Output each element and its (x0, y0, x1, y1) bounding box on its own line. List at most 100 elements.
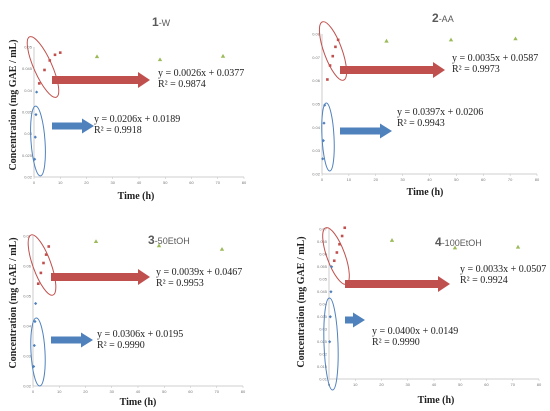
late-data-point (513, 36, 518, 41)
x-tick-label: 50 (163, 180, 168, 185)
y-tick-label: 0.07 (312, 55, 321, 60)
y-tick-label: 0.055 (317, 264, 328, 269)
y-tick-label: 0.025 (317, 339, 328, 344)
x-tick-label: 20 (83, 389, 88, 394)
x-tick-label: 30 (111, 180, 116, 185)
initial-data-point (328, 315, 332, 319)
early-data-point (332, 259, 336, 263)
late-data-point (219, 247, 225, 251)
initial-region-ellipse (321, 102, 335, 172)
y-tick-label: 0.065 (317, 239, 328, 244)
x-tick-label: 10 (58, 180, 63, 185)
initial-data-point (329, 290, 333, 294)
initial-data-point (32, 364, 36, 369)
x-tick-label: 20 (374, 177, 379, 182)
late-data-point (389, 238, 395, 242)
early-data-point (39, 271, 43, 275)
x-axis-label: Time (h) (120, 397, 157, 408)
initial-region-ellipse (30, 317, 46, 387)
x-tick-label: 70 (216, 180, 221, 185)
x-axis-label: Time (h) (118, 191, 155, 202)
chart-title-number: 1 (152, 15, 159, 29)
late-data-point (220, 53, 226, 58)
late-data-point (156, 243, 162, 248)
x-tick-label: 70 (508, 177, 513, 182)
y-tick-label: 0.06 (319, 252, 328, 257)
early-data-point (334, 45, 337, 49)
initial-data-point (33, 135, 37, 139)
y-tick-label: 0.04 (24, 88, 33, 93)
early-data-point (340, 234, 344, 238)
early-region-ellipse (27, 234, 57, 296)
early-data-point (58, 51, 62, 54)
chart-title: 3-50EtOH (148, 233, 190, 247)
y-tick-label: 0.025 (22, 153, 33, 158)
initial-data-point (34, 113, 38, 117)
early-fit-arrow (345, 276, 450, 292)
initial-data-point (34, 301, 38, 306)
early-data-point (326, 78, 329, 81)
chart-title-suffix: -50EtOH (155, 236, 190, 246)
y-tick-label: 0.03 (312, 148, 321, 153)
chart-panel-1: 0 10 20 30 40 50 60 70 80 0.02 0.025 0.03 0.035 0.04 0… (8, 15, 247, 202)
x-tick-label: 20 (379, 382, 384, 387)
initial-region-ellipse (323, 297, 339, 391)
initial-data-point (323, 103, 327, 107)
early-data-point (336, 38, 340, 42)
initial-fit-arrow (51, 332, 93, 348)
x-tick-label: 60 (188, 389, 193, 394)
initial-fit-arrow (345, 312, 365, 328)
initial-fit-equation: y = 0.0206x + 0.0189 (94, 114, 180, 125)
early-data-point (42, 261, 45, 265)
y-tick-label: 0.02 (24, 175, 33, 180)
y-tick-label: 0.07 (23, 234, 32, 239)
early-fit-equation: y = 0.0035x + 0.0587 (452, 53, 538, 64)
early-data-point (48, 59, 52, 62)
y-tick-label: 0.045 (317, 289, 328, 294)
early-data-point (36, 282, 40, 285)
late-data-point (384, 38, 389, 43)
early-region-ellipse (318, 21, 348, 81)
x-tick-label: 80 (535, 177, 540, 182)
y-tick-label: 0.05 (24, 45, 33, 50)
initial-fit-arrow (340, 123, 392, 139)
y-tick-label: 0.05 (312, 102, 321, 107)
x-axis-label: Time (h) (407, 187, 444, 198)
y-tick-label: 0.01 (319, 377, 328, 382)
early-fit-r2: R² = 0.9953 (156, 278, 204, 289)
x-tick-label: 80 (242, 180, 247, 185)
x-axis-label: Time (h) (418, 395, 455, 406)
early-region-ellipse (26, 36, 60, 98)
early-data-point (37, 82, 41, 85)
chart-title-suffix: -100EtOH (442, 238, 482, 248)
y-tick-label: 0.03 (23, 354, 32, 359)
y-tick-label: 0.04 (312, 125, 321, 130)
y-tick-label: 0.07 (319, 227, 328, 232)
y-tick-label: 0.02 (23, 384, 32, 389)
early-fit-r2: R² = 0.9874 (158, 79, 206, 90)
early-fit-r2: R² = 0.9924 (460, 275, 508, 286)
x-tick-label: 70 (215, 389, 220, 394)
y-tick-label: 0.03 (24, 131, 33, 136)
x-tick-label: 20 (84, 180, 89, 185)
y-tick-label: 0.015 (317, 364, 328, 369)
x-tick-label: 0 (321, 177, 324, 182)
initial-data-point (328, 340, 332, 344)
x-tick-label: 0 (32, 389, 35, 394)
x-tick-label: 50 (454, 177, 459, 182)
x-tick-label: 10 (57, 389, 62, 394)
early-data-point (328, 64, 332, 67)
late-data-point (448, 37, 454, 42)
y-tick-label: 0.05 (23, 294, 32, 299)
early-data-point (47, 245, 51, 248)
x-tick-label: 40 (432, 382, 437, 387)
chart-title: 1-W (152, 15, 171, 29)
early-data-point (53, 53, 57, 57)
x-tick-label: 60 (189, 180, 194, 185)
early-fit-arrow (340, 62, 445, 78)
x-tick-label: 80 (241, 389, 246, 394)
initial-fit-r2: R² = 0.9943 (397, 118, 445, 129)
initial-data-point (330, 265, 334, 269)
x-tick-label: 40 (136, 389, 141, 394)
